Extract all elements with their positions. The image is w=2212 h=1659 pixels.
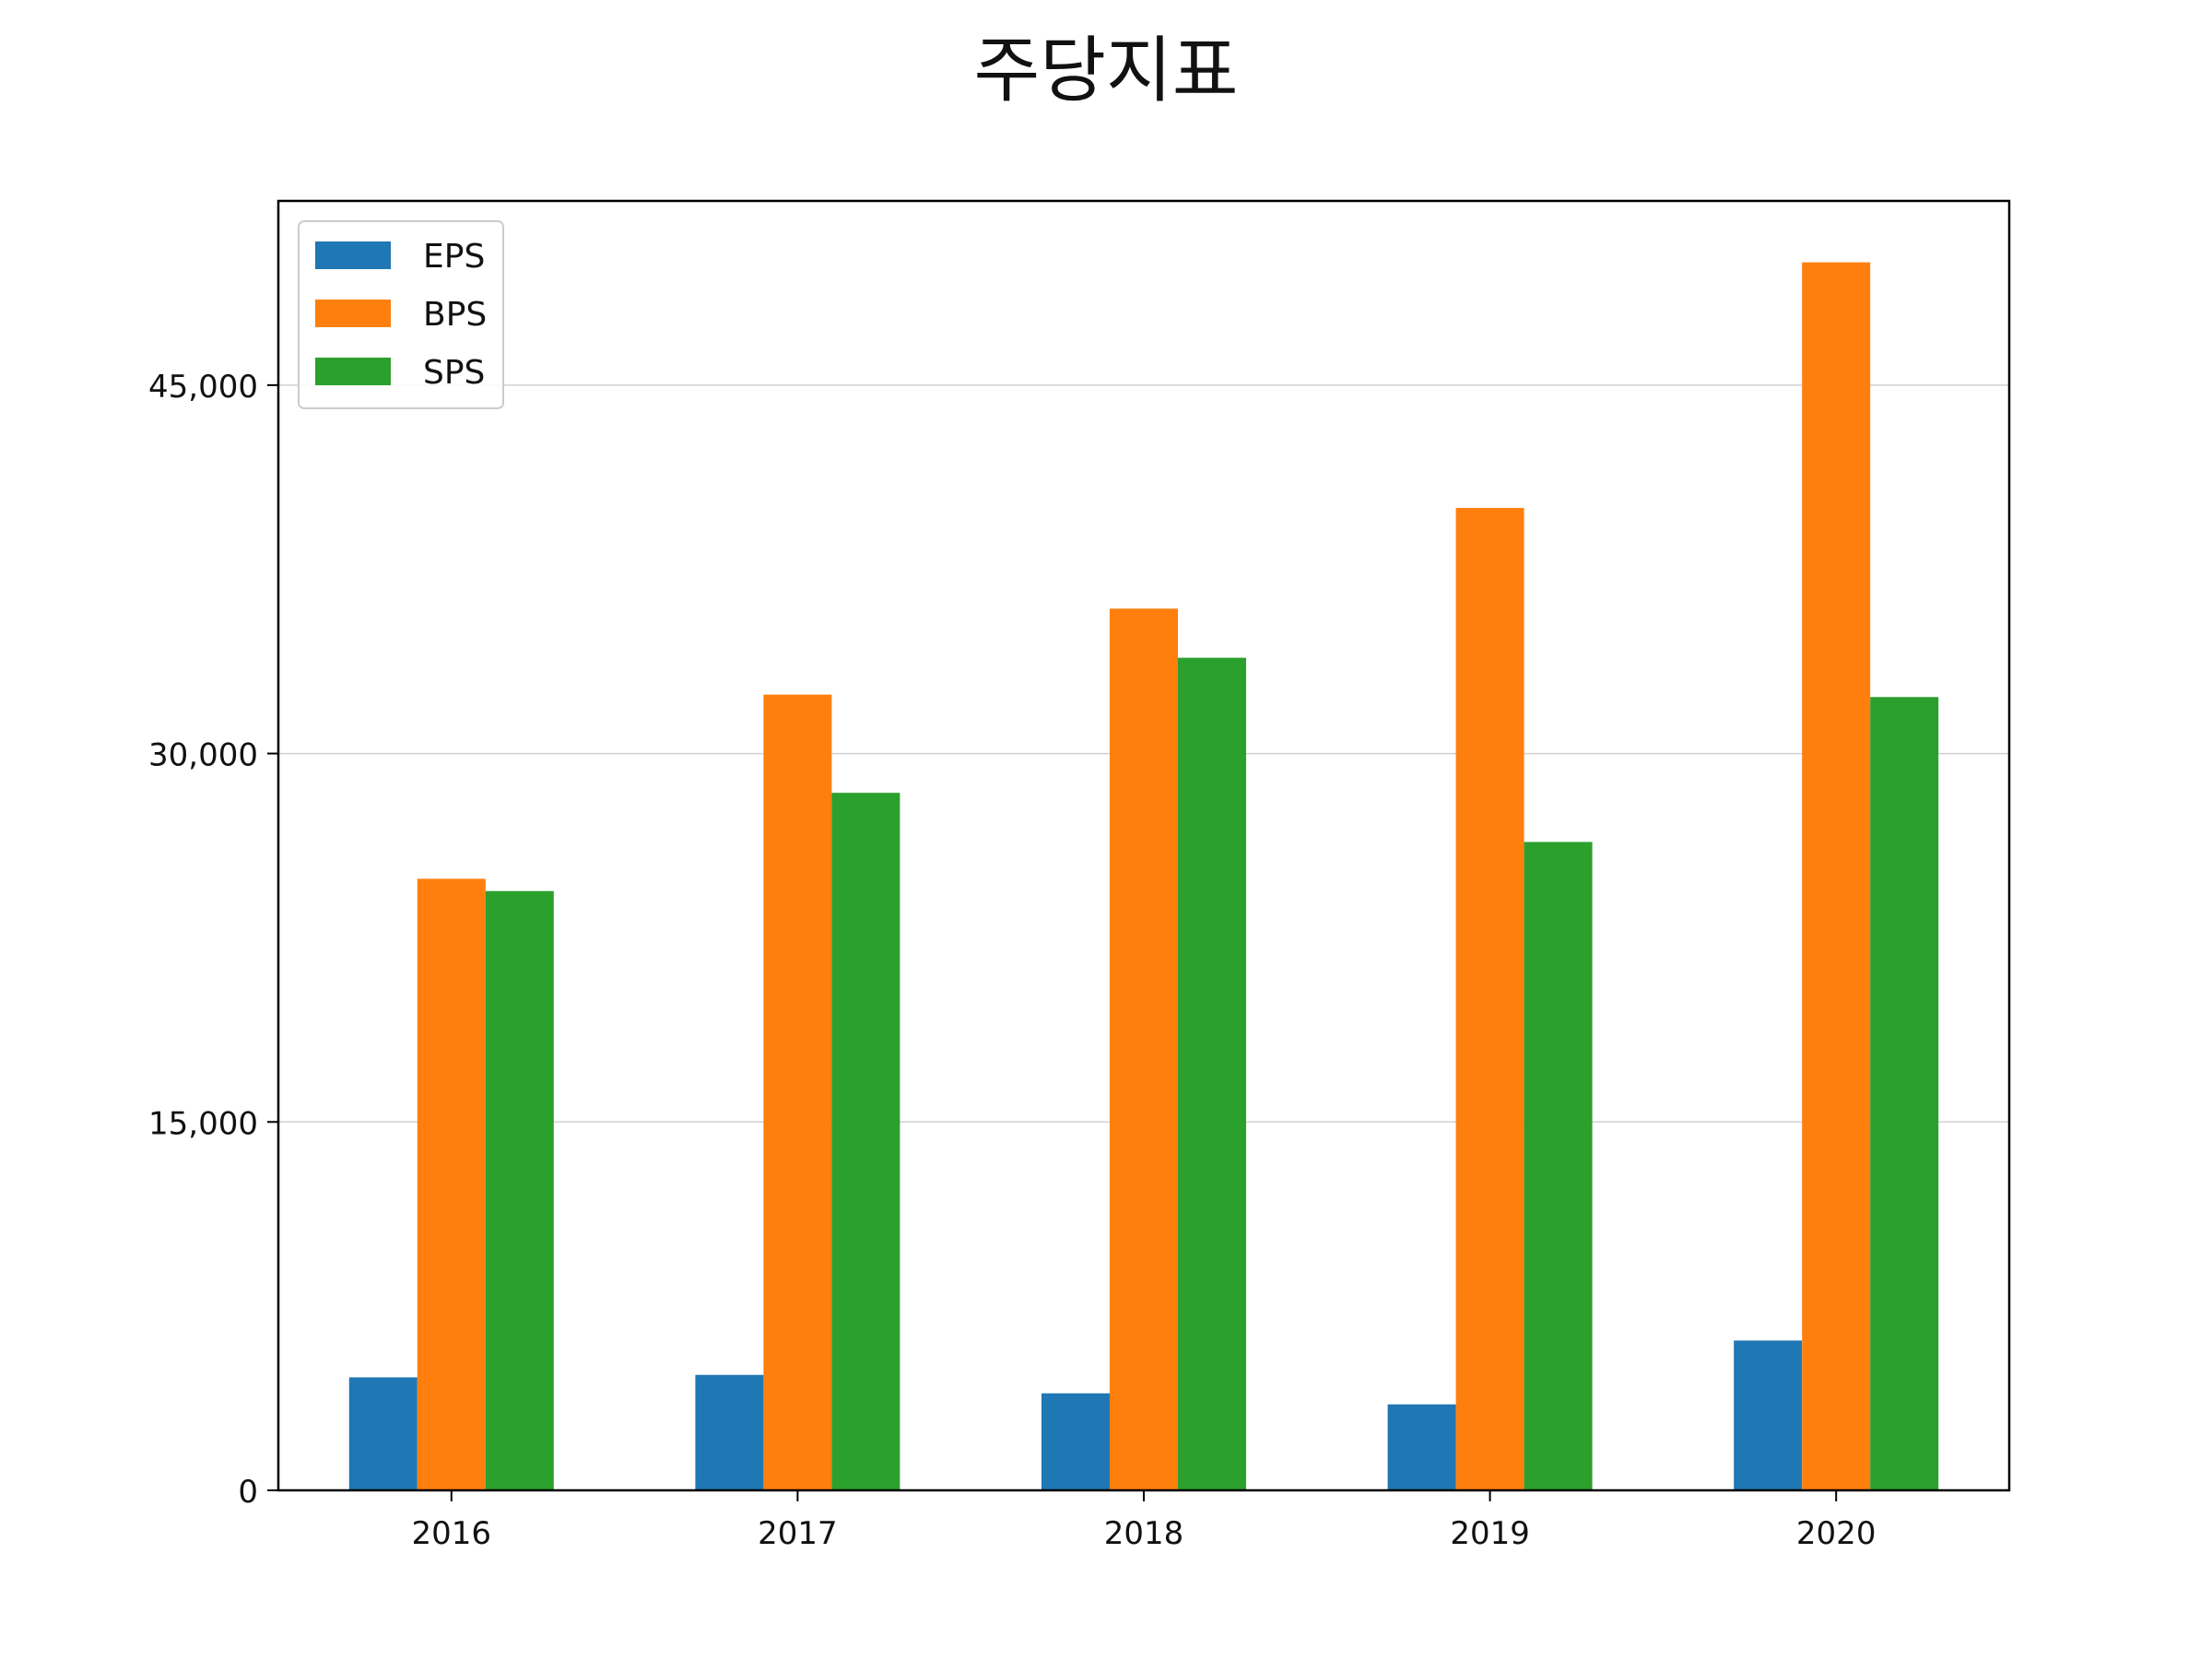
bars (348, 262, 1939, 1491)
y-tick-label: 0 (238, 1474, 258, 1511)
bar-sps-2020 (1870, 697, 1939, 1490)
x-axis: 2016 2017 2018 2019 2020 (412, 1490, 1877, 1552)
bar-sps-2017 (831, 793, 900, 1490)
bar-bps-2017 (763, 694, 832, 1490)
x-tick-label: 2016 (412, 1515, 492, 1552)
bar-bps-2018 (1110, 608, 1178, 1490)
bar-bps-2016 (417, 878, 486, 1490)
legend-swatch-bps (315, 300, 391, 327)
x-tick-label: 2020 (1796, 1515, 1877, 1552)
y-tick-label: 45,000 (148, 369, 258, 406)
chart-title: 주당지표 (973, 29, 1239, 112)
bar-sps-2018 (1178, 657, 1246, 1490)
bar-eps-2018 (1041, 1393, 1110, 1490)
y-axis: 0 15,000 30,000 45,000 (148, 369, 278, 1511)
y-tick-label: 15,000 (148, 1105, 258, 1142)
legend-swatch-eps (315, 241, 391, 269)
legend-label-bps: BPS (423, 296, 487, 334)
legend-label-eps: EPS (423, 238, 485, 276)
bar-eps-2017 (695, 1374, 764, 1490)
bar-sps-2019 (1524, 841, 1593, 1490)
legend-swatch-sps (315, 358, 391, 385)
bar-bps-2019 (1455, 508, 1524, 1490)
legend: EPS BPS SPS (298, 220, 504, 409)
x-tick-label: 2017 (758, 1515, 838, 1552)
x-tick-label: 2019 (1450, 1515, 1530, 1552)
y-tick-label: 30,000 (148, 737, 258, 774)
bar-eps-2016 (348, 1377, 418, 1490)
bar-sps-2016 (485, 890, 554, 1490)
bar-bps-2020 (1802, 262, 1871, 1491)
bar-eps-2020 (1734, 1340, 1803, 1490)
x-tick-label: 2018 (1104, 1515, 1184, 1552)
bar-eps-2019 (1387, 1404, 1456, 1490)
legend-label-sps: SPS (423, 354, 485, 392)
